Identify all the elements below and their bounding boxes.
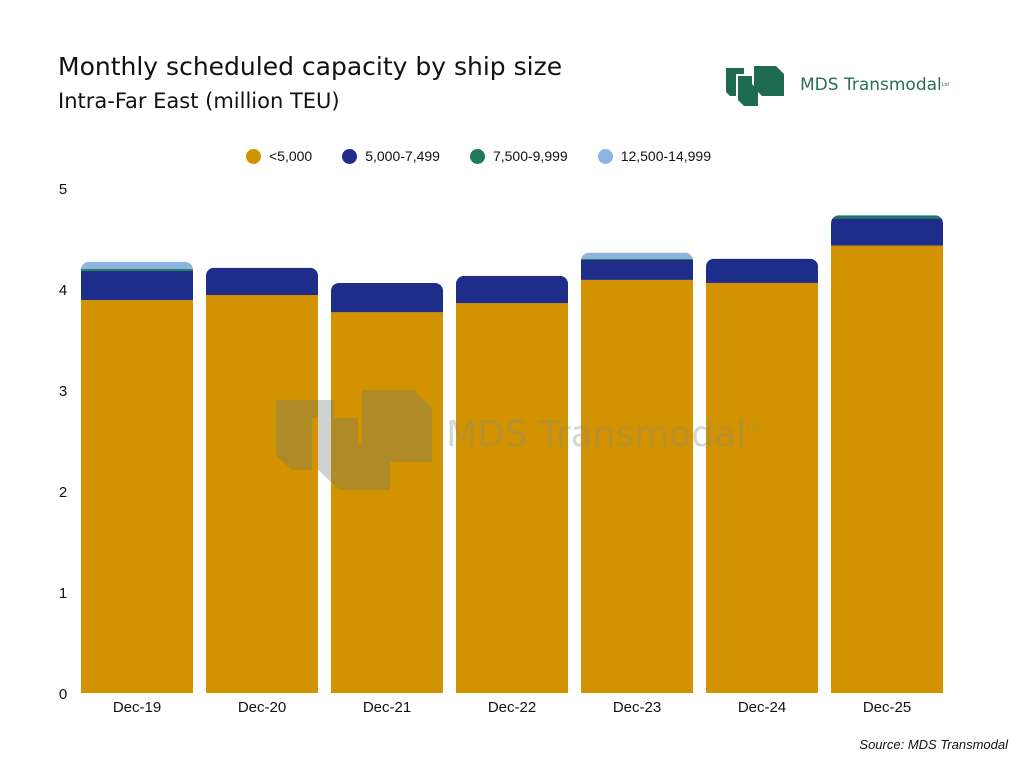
x-tick-label: Dec-24 (738, 699, 786, 716)
legend-label: 12,500-14,999 (620, 148, 711, 164)
bar-baseline-mask (581, 693, 693, 705)
bar-stack (206, 267, 318, 693)
watermark-mark (276, 400, 334, 470)
bar-baseline-mask (331, 693, 443, 705)
y-tick-label: 4 (59, 282, 67, 299)
bar-baseline-mask (206, 693, 318, 705)
legend-marker-icon (342, 148, 358, 164)
watermark-mark (362, 390, 432, 462)
bar-stack (331, 282, 443, 693)
bar-baseline-mask (81, 693, 193, 705)
bar-segment (331, 312, 443, 693)
y-tick-label: 5 (59, 181, 67, 198)
chart-subtitle: Intra-Far East (million TEU) (58, 89, 340, 113)
bar-segment (831, 215, 943, 219)
legend-item: 7,500-9,999 (469, 148, 568, 164)
y-tick-label: 2 (59, 484, 67, 501)
bar-segment (81, 268, 193, 271)
bar-baseline-mask (456, 693, 568, 705)
watermark-logo: MDS Transmodal Ltd (276, 390, 762, 490)
logo-mark-icon (726, 66, 784, 106)
legend-marker-icon (246, 148, 261, 164)
legend-marker-icon (469, 148, 485, 164)
bar-segment (206, 295, 318, 693)
bar-segment (706, 258, 818, 283)
bar-segment (331, 282, 443, 313)
bar-segment (581, 259, 693, 280)
legend-item: <5,000 (246, 148, 312, 164)
watermark-text: MDS Transmodal (446, 414, 746, 455)
x-tick-label: Dec-25 (863, 699, 911, 716)
bar-stack (456, 275, 568, 693)
bar-segment (581, 258, 693, 260)
x-tick-label: Dec-22 (488, 699, 536, 716)
bar-segment (206, 267, 318, 296)
legend-item: 12,500-14,999 (597, 148, 711, 164)
bar-stack (706, 258, 818, 693)
legend: <5,000 5,000-7,499 7,500-9,999 12,500-14,99… (246, 148, 711, 164)
x-tick-label: Dec-20 (238, 699, 286, 716)
x-tick-label: Dec-19 (113, 699, 161, 716)
bar-stack (831, 215, 943, 693)
y-tick-label: 1 (59, 585, 67, 602)
bar-baseline-mask (831, 693, 943, 705)
legend-label: 5,000-7,499 (365, 148, 440, 164)
source-note: Source: MDS Transmodal (859, 737, 1008, 752)
bar-segment (831, 218, 943, 246)
y-tick-label: 0 (59, 686, 67, 703)
bar-segment (81, 300, 193, 693)
bar-stack (81, 261, 193, 693)
watermark-mark (318, 418, 390, 490)
bar-segment (706, 282, 818, 693)
company-logo: MDS Transmodal Ltd (726, 64, 949, 106)
legend-marker-icon (597, 148, 613, 164)
x-tick-label: Dec-23 (613, 699, 661, 716)
bar-segment (81, 261, 193, 269)
bar-segment (81, 270, 193, 301)
logo-suffix: Ltd (941, 82, 949, 88)
watermark-suffix: Ltd (746, 422, 762, 433)
bar-baseline-mask (706, 693, 818, 705)
legend-label: 7,500-9,999 (492, 148, 568, 164)
bar-segment (581, 252, 693, 259)
legend-item: 5,000-7,499 (342, 148, 440, 164)
bar-segment (581, 279, 693, 693)
bar-stack (581, 252, 693, 693)
bar-segment (831, 245, 943, 693)
x-tick-label: Dec-21 (363, 699, 411, 716)
legend-label: <5,000 (269, 148, 313, 164)
logo-text: MDS Transmodal (800, 75, 942, 95)
bar-segment (456, 303, 568, 693)
y-tick-label: 3 (59, 383, 67, 400)
bar-segment (456, 275, 568, 304)
chart-title: Monthly scheduled capacity by ship size (58, 52, 563, 81)
